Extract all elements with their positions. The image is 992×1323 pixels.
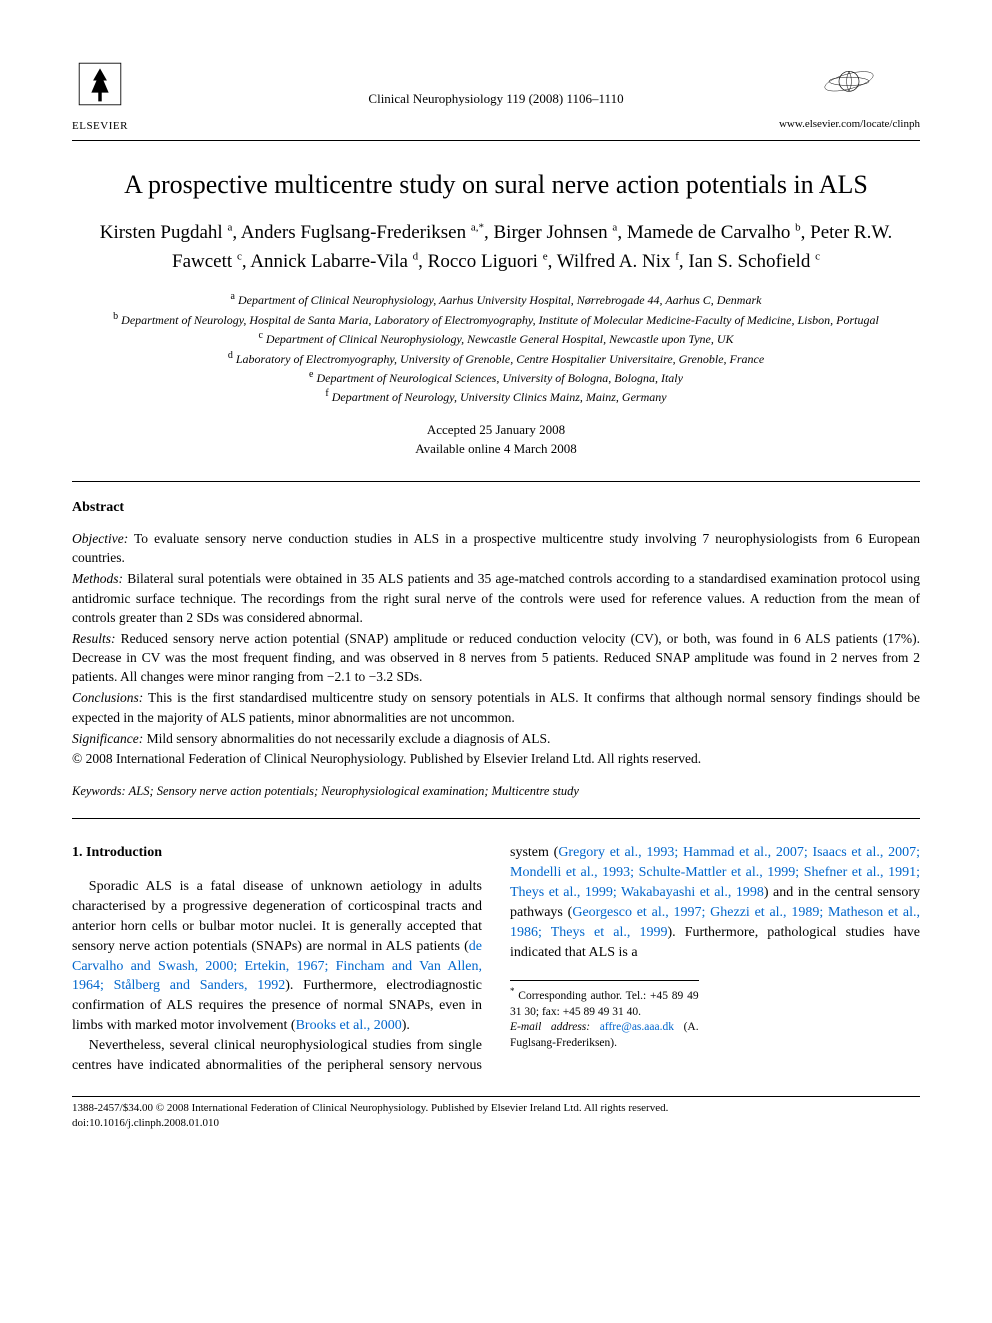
footer-copyright: 1388-2457/$34.00 © 2008 International Fe… [72, 1101, 920, 1116]
abstract-item-label: Significance: [72, 731, 143, 746]
page-footer: 1388-2457/$34.00 © 2008 International Fe… [72, 1096, 920, 1131]
citation-link[interactable]: Brooks et al., 2000 [296, 1018, 402, 1033]
keywords-text: ALS; Sensory nerve action potentials; Ne… [126, 784, 579, 798]
abstract-item-text: Reduced sensory nerve action potential (… [72, 631, 920, 684]
affiliation-line: e Department of Neurological Sciences, U… [72, 368, 920, 387]
abstract-item-label: Conclusions: [72, 690, 143, 705]
page-header: ELSEVIER Clinical Neurophysiology 119 (2… [72, 58, 920, 141]
divider [72, 481, 920, 482]
abstract-heading: Abstract [72, 498, 920, 518]
abstract-item-text: To evaluate sensory nerve conduction stu… [72, 531, 920, 565]
corresp-email[interactable]: affre@as.aaa.dk [600, 1021, 674, 1033]
section-heading-intro: 1. Introduction [72, 843, 482, 863]
abstract-item-text: Mild sensory abnormalities do not necess… [143, 731, 550, 746]
abstract-item: Objective: To evaluate sensory nerve con… [72, 529, 920, 567]
corresponding-author-note: * Corresponding author. Tel.: +45 89 49 … [510, 980, 699, 1051]
abstract-item: Significance: Mild sensory abnormalities… [72, 729, 920, 748]
intro-para-1: Sporadic ALS is a fatal disease of unkno… [72, 877, 482, 1036]
affiliation-line: d Laboratory of Electromyography, Univer… [72, 349, 920, 368]
abstract-item-label: Objective: [72, 531, 128, 546]
accepted-date: Accepted 25 January 2008 [72, 421, 920, 440]
online-date: Available online 4 March 2008 [72, 440, 920, 459]
affiliation-line: c Department of Clinical Neurophysiology… [72, 329, 920, 348]
abstract-item-label: Methods: [72, 571, 123, 586]
publisher-name: ELSEVIER [72, 119, 128, 134]
abstract-copyright: © 2008 International Federation of Clini… [72, 750, 920, 769]
abstract-item-text: This is the first standardised multicent… [72, 690, 920, 724]
divider [72, 818, 920, 819]
email-label: E-mail address: [510, 1021, 590, 1033]
abstract-item: Methods: Bilateral sural potentials were… [72, 569, 920, 626]
article-title: A prospective multicentre study on sural… [72, 169, 920, 202]
abstract-item: Conclusions: This is the first standardi… [72, 688, 920, 726]
abstract-item: Results: Reduced sensory nerve action po… [72, 629, 920, 686]
affiliation-line: f Department of Neurology, University Cl… [72, 387, 920, 406]
affiliation-line: b Department of Neurology, Hospital de S… [72, 310, 920, 329]
corresp-contact: Corresponding author. Tel.: +45 89 49 31… [510, 990, 699, 1018]
abstract: Abstract Objective: To evaluate sensory … [72, 498, 920, 769]
footer-doi: doi:10.1016/j.clinph.2008.01.010 [72, 1116, 920, 1131]
journal-url[interactable]: www.elsevier.com/locate/clinph [779, 117, 920, 132]
keywords: Keywords: ALS; Sensory nerve action pote… [72, 783, 920, 801]
affiliation-line: a Department of Clinical Neurophysiology… [72, 290, 920, 309]
authors-line: Kirsten Pugdahl a, Anders Fuglsang-Frede… [72, 219, 920, 276]
keywords-label: Keywords: [72, 784, 126, 798]
affiliations: a Department of Clinical Neurophysiology… [72, 290, 920, 406]
abstract-item-text: Bilateral sural potentials were obtained… [72, 571, 920, 624]
body-columns: 1. Introduction Sporadic ALS is a fatal … [72, 843, 920, 1076]
journal-reference: Clinical Neurophysiology 119 (2008) 1106… [72, 90, 920, 108]
article-dates: Accepted 25 January 2008 Available onlin… [72, 421, 920, 459]
abstract-item-label: Results: [72, 631, 116, 646]
